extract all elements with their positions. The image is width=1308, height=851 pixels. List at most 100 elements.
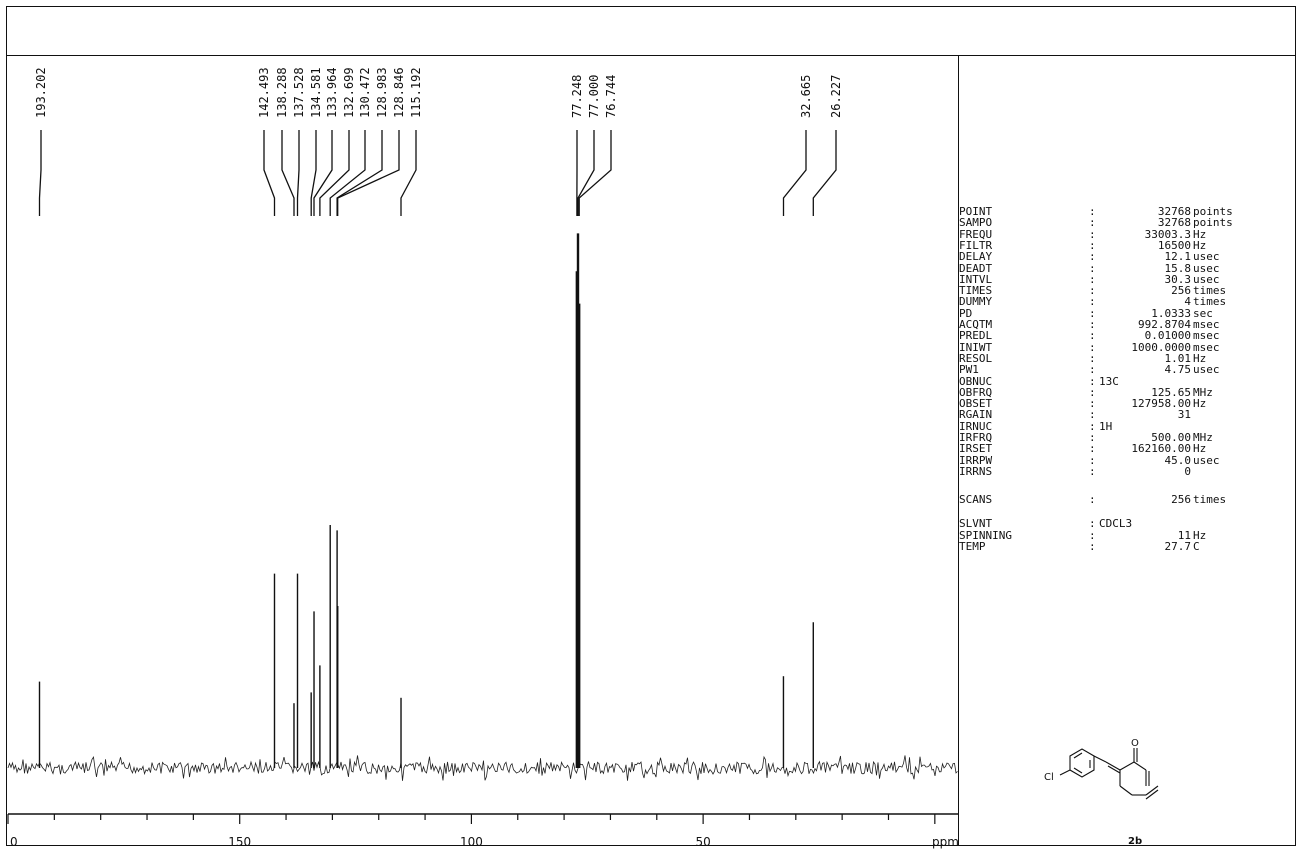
parameter-value: 1000.0000 bbox=[1131, 340, 1191, 354]
x-tick-label: 50 bbox=[695, 835, 710, 849]
parameter-colon: : bbox=[1089, 408, 1096, 422]
parameter-colon: : bbox=[1089, 318, 1096, 331]
parameter-colon: : bbox=[1089, 238, 1096, 252]
parameter-colon: : bbox=[1089, 363, 1096, 377]
parameter-colon: : bbox=[1089, 431, 1096, 444]
parameter-row: RESOL: 1.01 Hz bbox=[959, 353, 1297, 364]
parameter-name: FILTR bbox=[959, 238, 993, 252]
parameter-value: 12.1 bbox=[1164, 250, 1192, 264]
parameter-value: 1H bbox=[1099, 419, 1113, 433]
peak-leader bbox=[38, 130, 42, 216]
parameter-value: 1.01 bbox=[1164, 351, 1192, 365]
parameter-unit: MHz bbox=[1193, 385, 1213, 399]
oxygen-atom-label: O bbox=[1131, 738, 1139, 749]
peak-label: 115.192 bbox=[409, 67, 423, 118]
parameter-value: 31 bbox=[1177, 408, 1191, 422]
parameter-name: PD bbox=[959, 306, 973, 320]
parameter-name: IRFRQ bbox=[959, 431, 993, 444]
x-tick-label: 150 bbox=[228, 835, 251, 849]
parameter-row: SLVNT: CDCL3 bbox=[959, 518, 1297, 529]
parameter-colon: : bbox=[1089, 385, 1096, 399]
x-axis-ticks bbox=[7, 814, 936, 824]
parameter-name: IRSET bbox=[959, 442, 993, 456]
parameter-name: INIWT bbox=[959, 340, 993, 354]
acryl-bond bbox=[1133, 761, 1147, 771]
parameter-colon: : bbox=[1089, 250, 1096, 264]
parameter-colon: : bbox=[1089, 272, 1096, 286]
parameter-colon: : bbox=[1089, 261, 1096, 275]
parameter-name: TEMP bbox=[959, 539, 986, 553]
parameter-unit: points bbox=[1193, 216, 1233, 230]
parameter-name: IRRPW bbox=[959, 453, 993, 467]
parameter-unit: Hz bbox=[1193, 238, 1207, 252]
peak-label: 193.202 bbox=[34, 67, 48, 118]
parameter-unit: times bbox=[1193, 493, 1227, 507]
allyl-double-bond-2 bbox=[1145, 789, 1159, 800]
parameter-name: OBFRQ bbox=[959, 385, 993, 399]
parameter-value: 32768 bbox=[1157, 216, 1191, 230]
parameter-colon: : bbox=[1089, 464, 1096, 478]
peak-label: 137.528 bbox=[292, 67, 306, 118]
parameter-row: ACQTM: 992.8704 msec bbox=[959, 319, 1297, 330]
exo-double-bond-2 bbox=[1107, 765, 1121, 774]
parameter-unit: Hz bbox=[1193, 227, 1207, 241]
peak-leader bbox=[400, 130, 417, 216]
parameter-value: 125.65 bbox=[1151, 385, 1191, 399]
parameter-value: 27.7 bbox=[1164, 539, 1192, 553]
parameter-value: 1.0333 bbox=[1151, 306, 1191, 320]
peak-leader bbox=[782, 130, 807, 216]
peak-label: 77.000 bbox=[587, 75, 601, 118]
peak-label: 134.581 bbox=[309, 67, 323, 118]
peak-leader bbox=[313, 130, 333, 216]
parameter-value: 4 bbox=[1184, 295, 1191, 309]
parameter-name: ACQTM bbox=[959, 318, 993, 331]
parameter-row: DUMMY: 4 times bbox=[959, 296, 1297, 307]
parameter-name: SAMPO bbox=[959, 216, 993, 230]
parameter-row: IRSET: 162160.00 Hz bbox=[959, 443, 1297, 454]
ring-inner-bond bbox=[1073, 752, 1083, 759]
parameter-unit: Hz bbox=[1193, 528, 1207, 542]
parameter-panel: POINT:32768 points SAMPO: 32768 points FREQU:… bbox=[958, 56, 1296, 846]
parameter-name: SCANS bbox=[959, 493, 993, 507]
peak-leader bbox=[329, 130, 366, 216]
baseline-noise bbox=[7, 755, 958, 781]
parameter-unit: msec bbox=[1193, 329, 1220, 343]
x-axis-tick-labels: 0 150 100 50 ppm bbox=[10, 835, 959, 849]
parameter-unit: msec bbox=[1193, 318, 1220, 331]
parameter-unit: usec bbox=[1193, 453, 1220, 467]
parameter-colon: : bbox=[1089, 216, 1096, 230]
parameter-value: 33003.3 bbox=[1144, 227, 1191, 241]
parameter-row: SAMPO: 32768 points bbox=[959, 217, 1297, 228]
parameter-value: 32768 bbox=[1157, 205, 1191, 218]
parameter-unit: C bbox=[1193, 539, 1200, 553]
parameter-colon: : bbox=[1089, 340, 1096, 354]
parameter-colon: : bbox=[1089, 528, 1096, 542]
parameter-unit: sec bbox=[1193, 306, 1213, 320]
parameter-name: RGAIN bbox=[959, 408, 993, 422]
parameter-colon: : bbox=[1089, 306, 1096, 320]
parameter-row: OBFRQ: 125.65 MHz bbox=[959, 387, 1297, 398]
parameter-name: POINT bbox=[959, 205, 993, 218]
cl-bond bbox=[1059, 769, 1071, 776]
allyl-double-bond bbox=[1145, 785, 1159, 796]
peak-label: 32.665 bbox=[799, 75, 813, 118]
parameter-name: DUMMY bbox=[959, 295, 993, 309]
parameter-colon: : bbox=[1089, 374, 1096, 388]
parameter-name: FREQU bbox=[959, 227, 993, 241]
header-band bbox=[6, 6, 1296, 56]
noise-trace bbox=[7, 755, 958, 781]
parameter-row: PREDL: 0.01000 msec bbox=[959, 330, 1297, 341]
parameter-colon: : bbox=[1089, 442, 1096, 456]
parameter-unit: Hz bbox=[1193, 442, 1207, 456]
parameter-value: 11 bbox=[1177, 528, 1191, 542]
parameter-name: PREDL bbox=[959, 329, 993, 343]
parameter-colon: : bbox=[1089, 397, 1096, 411]
vinyl-bond bbox=[1093, 755, 1107, 763]
parameter-row: IRNUC:1H bbox=[959, 421, 1297, 432]
parameter-row: POINT: 32768 points bbox=[959, 206, 1297, 217]
parameter-colon: : bbox=[1089, 517, 1096, 531]
carbonyl-bond bbox=[1119, 761, 1135, 771]
parameter-value: 256 bbox=[1171, 493, 1191, 507]
parameter-unit: Hz bbox=[1193, 351, 1207, 365]
